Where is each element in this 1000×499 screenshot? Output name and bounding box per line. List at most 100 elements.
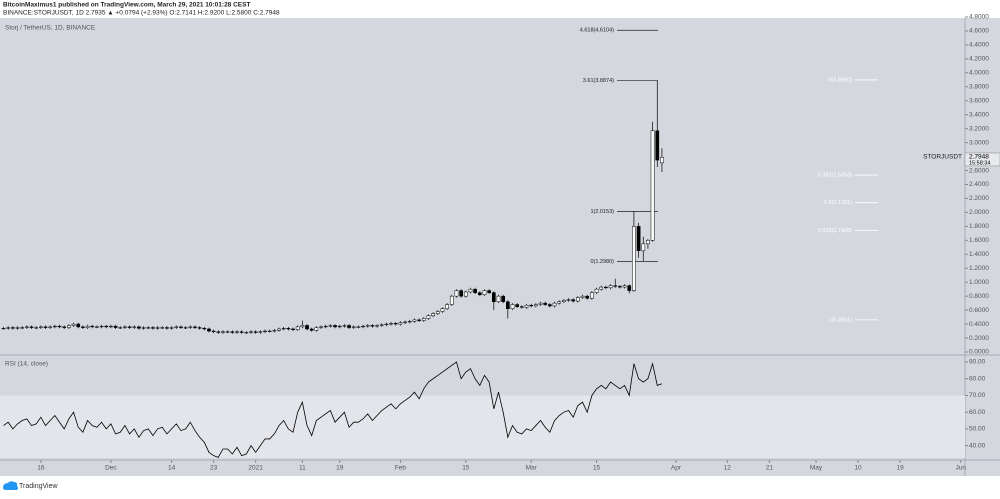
y-tick-label: 0.2000 bbox=[969, 335, 989, 342]
candle-body bbox=[211, 330, 216, 333]
y-tick-label: 1.8000 bbox=[969, 223, 989, 230]
candle-body bbox=[81, 326, 85, 328]
candle-body bbox=[403, 321, 407, 323]
x-tick-label: 21 bbox=[766, 465, 774, 472]
y-tick-label: 3.4000 bbox=[969, 111, 989, 118]
candle-body bbox=[351, 326, 356, 328]
candle-body bbox=[99, 325, 104, 328]
last-price-symbol: STORJUSDT bbox=[923, 154, 962, 161]
candle-body bbox=[118, 327, 123, 329]
candle-body bbox=[519, 306, 524, 308]
fib-retracement-label: 0(3.8980) bbox=[828, 77, 852, 83]
candle-body bbox=[272, 330, 277, 332]
candle-body bbox=[361, 325, 365, 328]
x-tick-label: 15 bbox=[462, 465, 470, 472]
last-price-countdown: 15:58:34 bbox=[969, 160, 990, 166]
candle-body bbox=[146, 327, 151, 329]
candle-body bbox=[566, 299, 571, 301]
candle-body bbox=[225, 331, 230, 333]
candle-body bbox=[431, 313, 435, 316]
candle-body bbox=[557, 301, 562, 304]
x-tick-label: 16 bbox=[37, 465, 45, 472]
candle-body bbox=[207, 328, 211, 332]
fib-retracement-label: 0.382(2.5353) bbox=[818, 173, 852, 179]
y-tick-label: 3.2000 bbox=[969, 125, 989, 132]
candle-body bbox=[356, 326, 361, 328]
y-tick-label: 1.2000 bbox=[969, 265, 989, 272]
candle-body bbox=[319, 326, 323, 328]
candle-body bbox=[85, 325, 90, 328]
candle-body bbox=[655, 130, 660, 161]
candle-body bbox=[510, 304, 515, 309]
candle-body bbox=[57, 325, 62, 328]
candle-body bbox=[258, 331, 263, 333]
candle-body bbox=[660, 157, 664, 164]
rsi-line bbox=[3, 361, 663, 458]
candle-body bbox=[277, 328, 281, 331]
x-tick-label: 23 bbox=[210, 465, 218, 472]
candle-body bbox=[524, 304, 529, 308]
candle-body bbox=[529, 304, 534, 307]
candle-body bbox=[137, 326, 141, 329]
fib-extension-label: 1(2.0153) bbox=[590, 209, 614, 215]
candle-body bbox=[463, 291, 468, 297]
candle-body bbox=[650, 130, 655, 241]
candle-body bbox=[473, 288, 477, 293]
candle-body bbox=[6, 327, 11, 329]
candle-body bbox=[295, 326, 300, 330]
candle-body bbox=[576, 297, 580, 302]
y-tick-label: 0.8000 bbox=[969, 293, 989, 300]
candle-body bbox=[421, 318, 426, 321]
candle-body bbox=[253, 331, 258, 333]
candle-body bbox=[604, 286, 608, 289]
candle-body bbox=[543, 302, 548, 305]
y-tick-label: 4.4000 bbox=[969, 42, 989, 49]
candle-body bbox=[571, 299, 576, 302]
candle-body bbox=[53, 325, 57, 328]
fib-retracement-label: 0.618(1.7428) bbox=[818, 228, 852, 234]
candle-body bbox=[590, 292, 594, 299]
candle-body bbox=[300, 325, 305, 328]
candle-body bbox=[398, 322, 403, 325]
fib-extension-label: 3.61(3.8874) bbox=[583, 78, 614, 84]
x-tick-label: 19 bbox=[336, 465, 344, 472]
candle-body bbox=[548, 304, 552, 307]
candle-body bbox=[389, 323, 393, 325]
last-price-value: 2.7948 bbox=[969, 154, 989, 161]
candle-body bbox=[291, 328, 295, 330]
candle-body bbox=[641, 243, 646, 252]
candle-body bbox=[342, 325, 347, 327]
candle-body bbox=[48, 326, 53, 328]
candle-body bbox=[221, 331, 225, 333]
candle-body bbox=[165, 327, 169, 329]
candle-body bbox=[417, 319, 421, 321]
candle-body bbox=[477, 292, 482, 296]
candle-body bbox=[90, 325, 95, 328]
candle-body bbox=[113, 325, 118, 328]
y-tick-label: 0.0000 bbox=[969, 349, 989, 356]
fib-retracement-label: 0.5(2.1391) bbox=[824, 200, 852, 206]
candle-body bbox=[323, 325, 328, 328]
candle-body bbox=[109, 325, 113, 328]
candle-body bbox=[155, 327, 160, 329]
candle-body bbox=[179, 326, 183, 328]
candle-body bbox=[426, 315, 431, 319]
y-tick-label: 3.0000 bbox=[969, 139, 989, 146]
fib-extension-label: 0(1.2980) bbox=[590, 259, 614, 265]
candle-body bbox=[370, 325, 375, 327]
candle-body bbox=[646, 240, 650, 245]
candle-body bbox=[412, 319, 417, 322]
x-tick-label: May bbox=[810, 465, 823, 472]
y-tick-label: 2.4000 bbox=[969, 181, 989, 188]
candle-body bbox=[501, 295, 506, 302]
y-tick-label: 1.0000 bbox=[969, 279, 989, 286]
candle-body bbox=[449, 295, 454, 305]
candle-body bbox=[632, 226, 636, 291]
candle-body bbox=[347, 325, 351, 328]
candle-body bbox=[71, 323, 76, 326]
y-tick-label: 2.6000 bbox=[969, 167, 989, 174]
candle-body bbox=[34, 327, 39, 329]
candle-body bbox=[613, 285, 618, 287]
candle-body bbox=[333, 325, 337, 328]
candle-body bbox=[379, 324, 384, 326]
